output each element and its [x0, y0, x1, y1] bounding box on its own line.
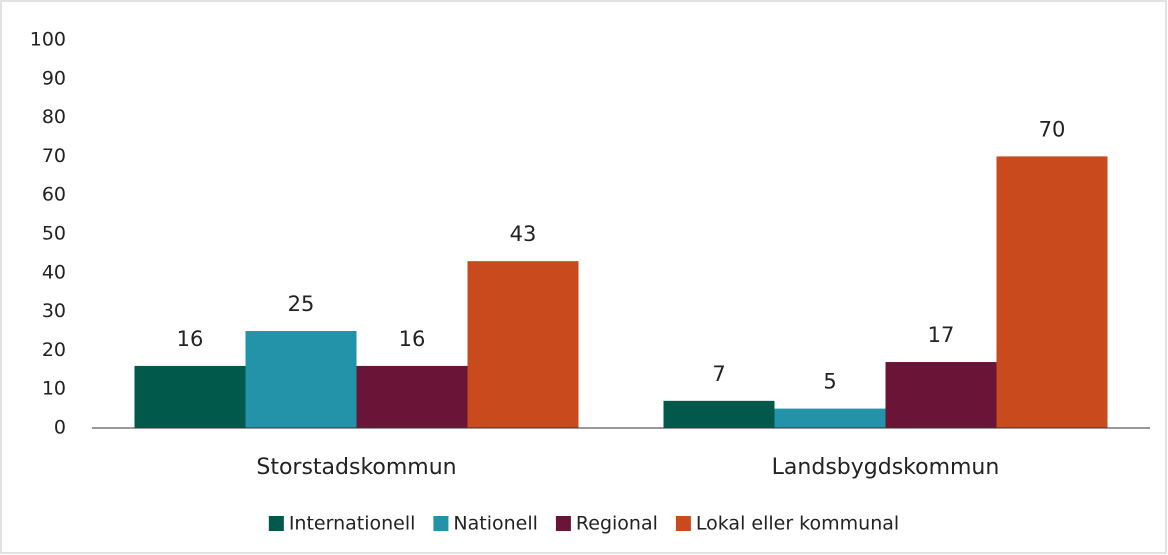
- bar: [134, 365, 246, 428]
- y-tick-label: 90: [42, 67, 66, 89]
- legend-swatch: [555, 516, 571, 531]
- y-tick-label: 30: [42, 300, 66, 322]
- legend-label: Lokal eller kommunal: [696, 513, 899, 535]
- data-label: 25: [288, 292, 315, 316]
- bar: [663, 400, 775, 428]
- bar: [996, 156, 1108, 428]
- y-tick-label: 10: [42, 378, 66, 400]
- legend-swatch: [268, 516, 284, 531]
- legend-swatch: [433, 516, 449, 531]
- bar: [774, 408, 886, 428]
- y-tick-label: 80: [42, 106, 66, 128]
- bar: [356, 365, 468, 428]
- x-tick-label: Landsbygdskommun: [772, 455, 1000, 480]
- y-tick-label: 100: [30, 29, 66, 51]
- bar: [467, 261, 579, 428]
- y-tick-label: 20: [42, 339, 66, 361]
- legend-label: Nationell: [453, 513, 538, 535]
- y-tick-label: 60: [42, 184, 66, 206]
- data-label: 7: [712, 362, 725, 386]
- legend-label: Internationell: [289, 513, 416, 535]
- data-label: 17: [928, 323, 955, 347]
- y-tick-label: 70: [42, 145, 66, 167]
- x-tick-label: Storstadskommun: [256, 455, 456, 480]
- data-label: 16: [177, 327, 204, 351]
- y-tick-label: 0: [54, 417, 66, 439]
- bar: [245, 331, 357, 428]
- legend-label: Regional: [576, 513, 658, 535]
- data-label: 70: [1039, 117, 1066, 141]
- y-tick-label: 50: [42, 223, 66, 245]
- y-tick-label: 40: [42, 261, 66, 283]
- data-label: 43: [510, 222, 537, 246]
- legend-swatch: [675, 516, 691, 531]
- bar: [885, 362, 997, 428]
- data-label: 5: [823, 370, 836, 394]
- data-label: 16: [399, 327, 426, 351]
